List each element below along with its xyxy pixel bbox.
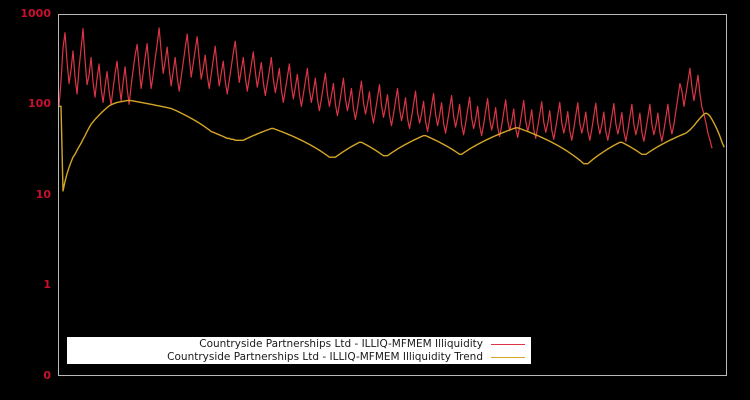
plot-area — [58, 14, 727, 376]
series-illiquidity-line — [59, 27, 713, 149]
y-tick-1: 1 — [43, 278, 51, 291]
y-tick-10: 10 — [35, 188, 51, 201]
legend-swatch-illiquidity-trend — [491, 357, 525, 358]
legend-label-illiquidity-trend: Countryside Partnerships Ltd - ILLIQ-MFM… — [167, 351, 483, 363]
y-tick-0: 0 — [43, 369, 51, 382]
y-axis-tick-labels: 1000 100 10 1 0 — [0, 0, 51, 400]
legend-entry-illiquidity-trend: Countryside Partnerships Ltd - ILLIQ-MFM… — [67, 351, 531, 364]
series-illiquidity-trend-line — [59, 99, 725, 192]
y-tick-100: 100 — [28, 97, 51, 110]
chart-legend: Countryside Partnerships Ltd - ILLIQ-MFM… — [67, 337, 531, 364]
y-tick-1000: 1000 — [20, 7, 51, 20]
legend-swatch-illiquidity — [491, 344, 525, 345]
legend-label-illiquidity: Countryside Partnerships Ltd - ILLIQ-MFM… — [199, 338, 483, 350]
legend-entry-illiquidity: Countryside Partnerships Ltd - ILLIQ-MFM… — [67, 338, 531, 351]
chart-svg — [59, 27, 725, 192]
